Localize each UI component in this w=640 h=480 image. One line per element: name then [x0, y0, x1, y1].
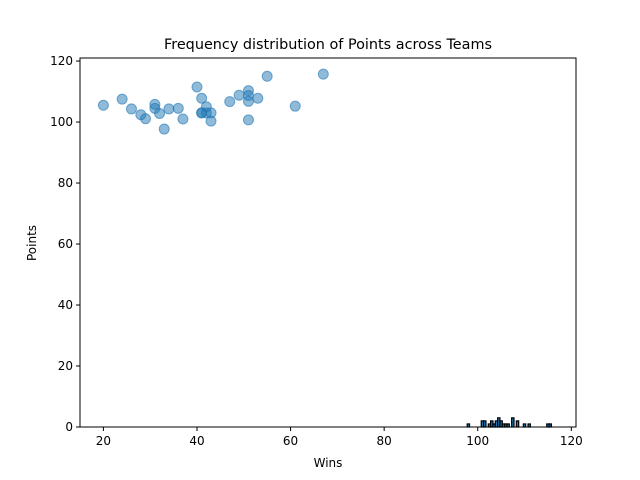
x-tick-label: 20 — [96, 434, 111, 448]
histogram-bar — [511, 417, 515, 428]
scatter-point — [140, 113, 152, 125]
histogram-bars — [466, 417, 553, 428]
histogram-bar — [482, 420, 487, 428]
scatter-point — [224, 96, 236, 108]
y-tick-label: 100 — [50, 115, 73, 129]
x-axis-label: Wins — [314, 456, 343, 470]
scatter-point — [205, 115, 217, 127]
scatter-point — [191, 81, 203, 93]
scatter-point — [172, 102, 184, 114]
x-tick-label: 80 — [377, 434, 392, 448]
x-tick-label: 40 — [189, 434, 204, 448]
scatter-point — [196, 92, 208, 104]
scatter-point — [242, 95, 254, 107]
scatter-points — [97, 68, 329, 135]
scatter-point — [125, 103, 137, 115]
scatter-point — [154, 108, 166, 120]
scatter-point — [242, 114, 254, 126]
x-tick-label: 60 — [283, 434, 298, 448]
scatter-point — [289, 100, 301, 112]
y-tick-label: 60 — [58, 237, 73, 251]
scatter-point — [261, 70, 273, 82]
y-tick-label: 80 — [58, 176, 73, 190]
histogram-bar — [515, 420, 520, 428]
y-tick-label: 20 — [58, 359, 73, 373]
x-tick-label: 120 — [560, 434, 583, 448]
scatter-point — [158, 123, 170, 135]
y-tick-label: 40 — [58, 298, 73, 312]
scatter-point — [163, 103, 175, 115]
scatter-point — [97, 99, 109, 111]
y-tick-label: 120 — [50, 54, 73, 68]
scatter-point — [233, 89, 245, 101]
plot-frame — [79, 57, 577, 428]
scatter-point — [116, 93, 128, 105]
x-tick-label: 100 — [466, 434, 489, 448]
scatter-point — [317, 68, 329, 80]
chart-title: Frequency distribution of Points across … — [164, 37, 492, 53]
x-axis-ticks: 20 40 60 80 100 120 — [96, 427, 583, 448]
y-tick-label: 0 — [65, 420, 73, 434]
y-axis-label: Points — [25, 225, 39, 261]
scatter-point — [252, 92, 264, 104]
scatter-point — [177, 113, 189, 125]
y-axis-ticks: 0 20 40 60 80 100 120 — [50, 54, 80, 434]
